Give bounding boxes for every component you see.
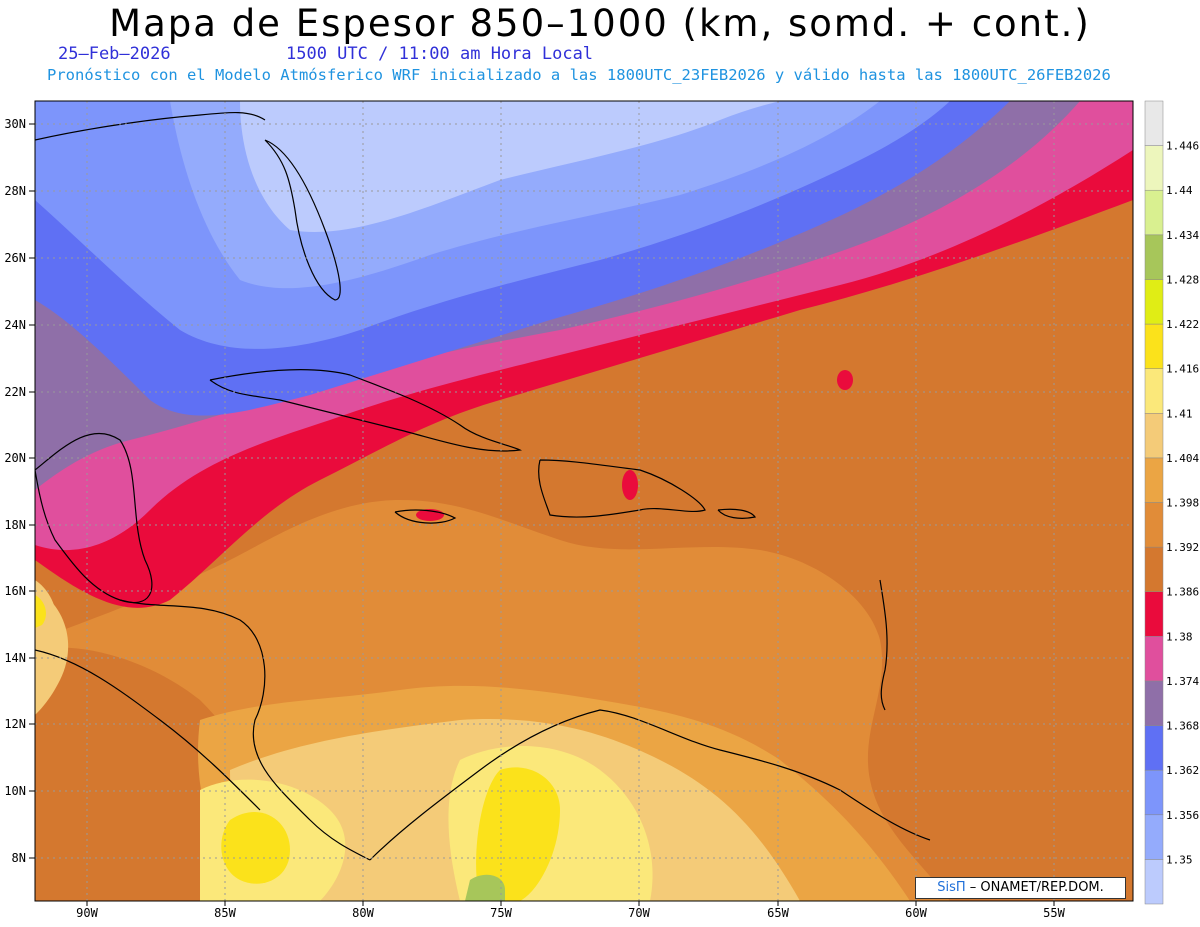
colorbar-swatch xyxy=(1144,368,1164,414)
lon-label: 70W xyxy=(628,906,650,920)
lon-label: 55W xyxy=(1043,906,1065,920)
colorbar-swatch xyxy=(1144,234,1164,280)
band-1428 xyxy=(465,874,505,901)
colorbar-label: 1.41 xyxy=(1166,407,1193,420)
colorbar-label: 1.422 xyxy=(1166,318,1199,331)
lon-axis: 90W 85W 80W 75W 70W 65W 60W 55W xyxy=(76,906,1065,920)
coastlines xyxy=(35,111,931,861)
colorbar-label: 1.35 xyxy=(1166,853,1193,866)
lat-label: 16N xyxy=(4,584,26,598)
colorbar-swatch xyxy=(1144,145,1164,191)
lon-label: 65W xyxy=(767,906,789,920)
lat-label: 20N xyxy=(4,451,26,465)
colorbar-label: 1.446 xyxy=(1166,140,1199,153)
band-1422 xyxy=(221,811,290,884)
colorbar-label: 1.416 xyxy=(1166,363,1199,376)
lat-label: 14N xyxy=(4,651,26,665)
colorbar-swatch xyxy=(1144,413,1164,459)
colorbar-label: 1.386 xyxy=(1166,586,1199,599)
colorbar-label: 1.404 xyxy=(1166,452,1199,465)
colorbar-label: 1.38 xyxy=(1166,630,1193,643)
colorbar-swatch xyxy=(1144,591,1164,637)
colorbar-swatch xyxy=(1144,323,1164,369)
band-1350 xyxy=(240,101,780,232)
lat-label: 30N xyxy=(4,117,26,131)
colorbar-swatch xyxy=(1144,636,1164,682)
forecast-info: Pronóstico con el Modelo Atmósferico WRF… xyxy=(47,66,1111,84)
lat-label: 18N xyxy=(4,518,26,532)
colorbar-label: 1.362 xyxy=(1166,764,1199,777)
spot-atlantic xyxy=(837,370,853,390)
colorbar-swatch xyxy=(1144,725,1164,771)
band-1416-spot xyxy=(35,595,46,628)
colorbar: 1.35 1.356 1.362 1.368 1.374 1.38 1.386 1.392 1.… xyxy=(1144,100,1199,905)
lat-label: 26N xyxy=(4,251,26,265)
valid-date: 25–Feb–2026 xyxy=(58,44,171,64)
colorbar-label: 1.428 xyxy=(1166,273,1199,286)
credit-text: – ONAMET/REP.DOM. xyxy=(965,880,1104,895)
lon-label: 80W xyxy=(352,906,374,920)
lon-label: 90W xyxy=(76,906,98,920)
valid-time: 1500 UTC / 11:00 am Hora Local xyxy=(286,44,594,64)
lat-label: 10N xyxy=(4,784,26,798)
lat-label: 28N xyxy=(4,184,26,198)
credit-brand: SisΠ xyxy=(937,880,966,895)
colorbar-label: 1.398 xyxy=(1166,497,1199,510)
lon-label: 75W xyxy=(490,906,512,920)
lat-label: 24N xyxy=(4,318,26,332)
spot-hispaniola xyxy=(622,470,638,500)
lon-ticks xyxy=(86,901,1055,906)
credit-box: SisΠ – ONAMET/REP.DOM. xyxy=(915,877,1126,899)
colorbar-swatch xyxy=(1144,100,1164,146)
lat-label: 22N xyxy=(4,385,26,399)
colorbar-swatch xyxy=(1144,457,1164,503)
lat-axis: 30N 28N 26N 24N 22N 20N 18N 16N 14N 12N … xyxy=(4,117,26,865)
lat-ticks xyxy=(29,123,35,859)
map-frame xyxy=(34,100,1134,902)
colorbar-label: 1.44 xyxy=(1166,184,1193,197)
colorbar-label: 1.374 xyxy=(1166,675,1199,688)
lon-label: 60W xyxy=(905,906,927,920)
colorbar-label: 1.434 xyxy=(1166,229,1199,242)
chart-title: Mapa de Espesor 850–1000 (km, somd. + co… xyxy=(109,2,1091,45)
colorbar-swatch xyxy=(1144,769,1164,816)
colorbar-swatch xyxy=(1144,502,1164,548)
lat-label: 8N xyxy=(12,851,26,865)
band-1422-east xyxy=(476,767,560,901)
colorbar-swatch xyxy=(1144,279,1164,325)
colorbar-label: 1.368 xyxy=(1166,720,1199,733)
colorbar-swatch xyxy=(1144,859,1164,905)
lon-label: 85W xyxy=(214,906,236,920)
colorbar-swatch xyxy=(1144,189,1164,236)
colorbar-swatch xyxy=(1144,814,1164,860)
colorbar-label: 1.392 xyxy=(1166,541,1199,554)
colorbar-swatch xyxy=(1144,680,1164,726)
graticule xyxy=(35,101,1133,901)
colorbar-label: 1.356 xyxy=(1166,809,1199,822)
colorbar-swatch xyxy=(1144,546,1164,592)
lat-label: 12N xyxy=(4,717,26,731)
